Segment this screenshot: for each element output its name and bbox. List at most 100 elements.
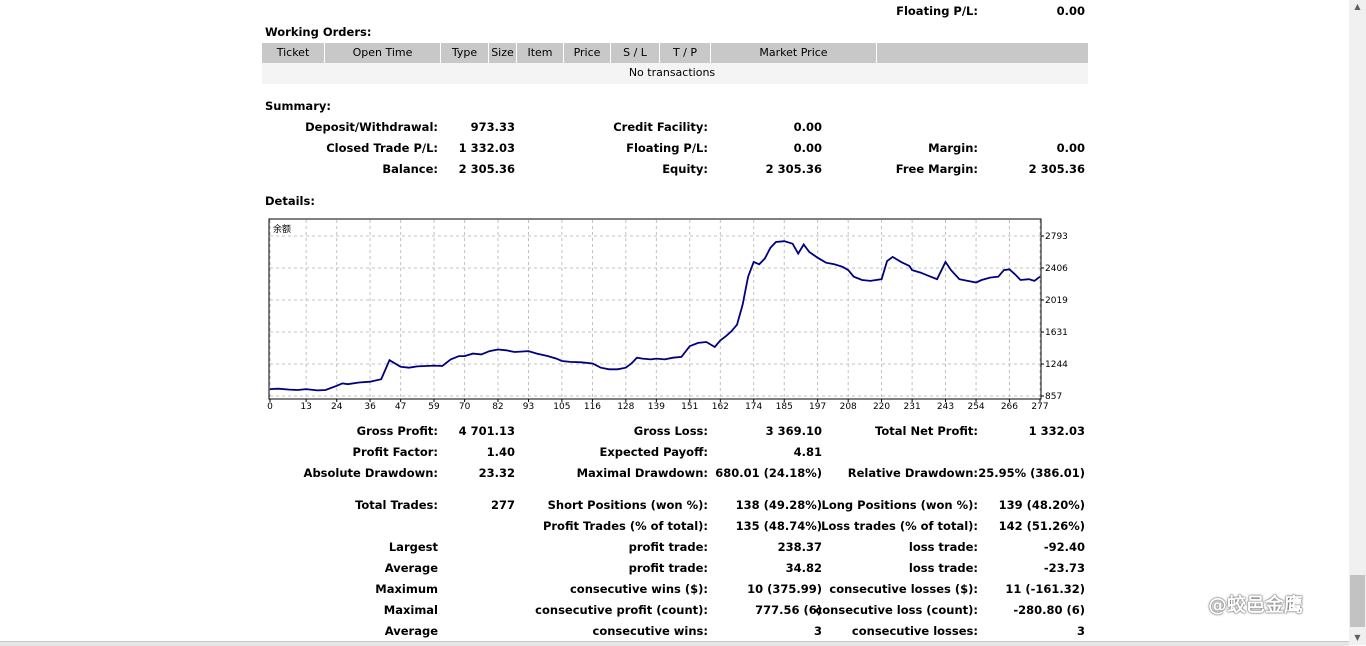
loss-trades-value: 142 (51.26%) xyxy=(998,519,1085,533)
largest-profit-value: 238.37 xyxy=(777,540,822,554)
total-trades-label: Total Trades: xyxy=(355,498,438,512)
x-tick-label: 36 xyxy=(364,402,376,412)
deposit-label: Deposit/Withdrawal: xyxy=(305,120,438,134)
col-type[interactable]: Type xyxy=(441,43,489,63)
x-tick-label: 277 xyxy=(1031,402,1048,412)
x-tick-label: 243 xyxy=(937,402,954,412)
x-tick-label: 128 xyxy=(617,402,634,412)
closed-pl-label: Closed Trade P/L: xyxy=(326,141,438,155)
long-positions-value: 139 (48.20%) xyxy=(998,498,1085,512)
col-price[interactable]: Price xyxy=(564,43,611,63)
summary-floating-label: Floating P/L: xyxy=(626,141,708,155)
balance-label: Balance: xyxy=(382,162,438,176)
free-margin-value: 2 305.36 xyxy=(1028,162,1085,176)
credit-value: 0.00 xyxy=(793,120,822,134)
x-tick-label: 231 xyxy=(904,402,921,412)
free-margin-label: Free Margin: xyxy=(895,162,978,176)
deposit-value: 973.33 xyxy=(470,120,515,134)
x-tick-label: 82 xyxy=(492,402,503,412)
x-tick-label: 220 xyxy=(873,402,890,412)
x-tick-label: 59 xyxy=(428,402,440,412)
largest-label: Largest xyxy=(388,540,438,554)
x-tick-label: 174 xyxy=(745,402,762,412)
col-tp[interactable]: T / P xyxy=(660,43,711,63)
credit-label: Credit Facility: xyxy=(613,120,708,134)
abs-drawdown-label: Absolute Drawdown: xyxy=(303,466,438,480)
chart-y-ticks: 2793 2406 2019 1631 1244 857 xyxy=(1041,232,1068,402)
col-size[interactable]: Size xyxy=(489,43,517,63)
x-tick-label: 105 xyxy=(553,402,570,412)
y-tick-label: 2793 xyxy=(1045,232,1068,242)
abs-drawdown-value: 23.32 xyxy=(478,466,515,480)
largest-profit-label: profit trade: xyxy=(628,540,708,554)
maximum-label: Maximum xyxy=(375,582,438,596)
balance-chart: 0 13 24 36 47 59 70 82 93 105 116 128 139 151 162 174 18… xyxy=(267,218,1068,412)
avg-cons-losses-value: 3 xyxy=(1076,624,1085,638)
no-transactions-text: No transactions xyxy=(628,66,716,79)
y-tick-label: 2406 xyxy=(1045,264,1068,274)
profit-factor-label: Profit Factor: xyxy=(352,445,438,459)
profit-trades-value: 135 (48.74%) xyxy=(735,519,822,533)
watermark-logo: @蛟邑金鹰 xyxy=(1208,594,1304,616)
summary-title: Summary: xyxy=(265,99,331,113)
x-tick-label: 266 xyxy=(1001,402,1018,412)
avg-cons-wins-value: 3 xyxy=(813,624,822,638)
col-ticket[interactable]: Ticket xyxy=(262,43,325,63)
average2-label: Average xyxy=(384,624,438,638)
x-tick-label: 139 xyxy=(648,402,665,412)
y-tick-label: 1244 xyxy=(1045,360,1068,370)
scroll-up-arrow-icon[interactable]: ▲ xyxy=(1354,2,1361,11)
chart-grid xyxy=(269,220,1041,398)
details-title: Details: xyxy=(265,194,315,208)
x-tick-label: 70 xyxy=(459,402,471,412)
scroll-down-arrow-icon[interactable]: ▼ xyxy=(1354,633,1361,642)
x-tick-label: 93 xyxy=(523,402,534,412)
expected-payoff-value: 4.81 xyxy=(793,445,822,459)
chart-title: 余额 xyxy=(273,223,291,235)
y-tick-label: 1631 xyxy=(1045,328,1068,338)
col-market-price[interactable]: Market Price xyxy=(711,43,877,63)
x-tick-label: 116 xyxy=(584,402,601,412)
profit-trades-label: Profit Trades (% of total): xyxy=(542,519,708,533)
y-tick-label: 857 xyxy=(1045,392,1062,402)
max-cons-losses-label: consecutive losses ($): xyxy=(829,582,978,596)
bottom-border xyxy=(0,641,1349,646)
working-orders-title: Working Orders: xyxy=(265,25,372,39)
rel-drawdown-value: 25.95% (386.01) xyxy=(978,466,1085,480)
total-trades-value: 277 xyxy=(490,498,515,512)
rel-drawdown-label: Relative Drawdown: xyxy=(847,466,978,480)
avg-cons-wins-label: consecutive wins: xyxy=(592,624,709,638)
max-cons-losses-value: 11 (-161.32) xyxy=(1005,582,1085,596)
avg-cons-losses-label: consecutive losses: xyxy=(851,624,978,638)
closed-pl-value: 1 332.03 xyxy=(458,141,515,155)
maximal-loss-label: consecutive loss (count): xyxy=(815,603,978,617)
balance-value: 2 305.36 xyxy=(458,162,515,176)
largest-loss-value: -92.40 xyxy=(1043,540,1085,554)
average-profit-label: profit trade: xyxy=(628,561,708,575)
x-tick-label: 254 xyxy=(967,402,984,412)
x-tick-label: 208 xyxy=(840,402,857,412)
top-floating-value: 0.00 xyxy=(1056,4,1085,18)
maximal-profit-value: 777.56 (6) xyxy=(755,603,822,617)
maximal-profit-label: consecutive profit (count): xyxy=(535,603,708,617)
col-sl[interactable]: S / L xyxy=(611,43,660,63)
maximal-loss-value: -280.80 (6) xyxy=(1013,603,1085,617)
x-tick-label: 47 xyxy=(395,402,406,412)
equity-label: Equity: xyxy=(662,162,708,176)
x-tick-label: 151 xyxy=(681,402,698,412)
long-positions-label: Long Positions (won %): xyxy=(821,498,979,512)
vertical-scrollbar[interactable] xyxy=(1349,0,1366,645)
x-tick-label: 197 xyxy=(809,402,826,412)
top-floating-label: Floating P/L: xyxy=(896,4,978,18)
margin-value: 0.00 xyxy=(1056,141,1085,155)
x-tick-label: 162 xyxy=(712,402,729,412)
col-open-time[interactable]: Open Time xyxy=(325,43,441,63)
margin-label: Margin: xyxy=(928,141,978,155)
average-profit-value: 34.82 xyxy=(785,561,822,575)
x-tick-label: 0 xyxy=(267,402,273,412)
total-net-value: 1 332.03 xyxy=(1028,424,1085,438)
scrollbar-thumb[interactable] xyxy=(1350,575,1365,627)
average-loss-label: loss trade: xyxy=(908,561,978,575)
x-tick-label: 13 xyxy=(300,402,311,412)
col-item[interactable]: Item xyxy=(517,43,564,63)
